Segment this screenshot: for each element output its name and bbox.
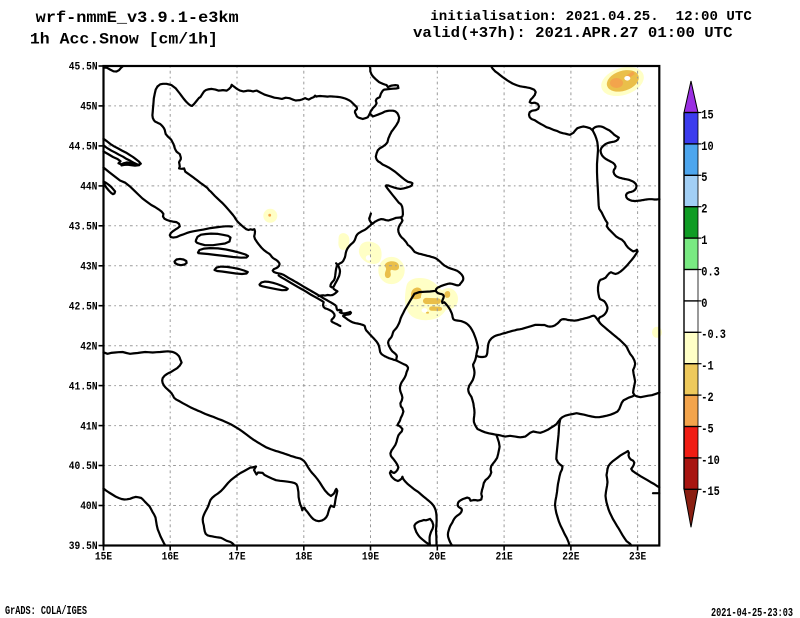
svg-text:1h Acc.Snow [cm/1h]: 1h Acc.Snow [cm/1h] — [30, 30, 218, 48]
svg-text:GrADS: COLA/IGES: GrADS: COLA/IGES — [5, 605, 87, 618]
svg-text:5: 5 — [701, 171, 707, 185]
svg-text:45N: 45N — [80, 102, 97, 114]
svg-text:10: 10 — [701, 140, 713, 154]
svg-text:17E: 17E — [228, 552, 246, 564]
svg-text:43N: 43N — [80, 262, 97, 274]
svg-text:2021-04-25-23:03: 2021-04-25-23:03 — [711, 607, 793, 618]
svg-text:initialisation: 2021.04.25. 1: initialisation: 2021.04.25. 12:00 UTC — [430, 9, 752, 25]
svg-text:-10: -10 — [701, 454, 720, 468]
svg-text:15E: 15E — [95, 552, 113, 564]
svg-text:19E: 19E — [362, 552, 380, 564]
svg-text:21E: 21E — [496, 552, 514, 564]
svg-text:44.5N: 44.5N — [69, 142, 98, 154]
svg-text:16E: 16E — [162, 552, 180, 564]
svg-text:39.5N: 39.5N — [69, 541, 98, 553]
svg-text:-1: -1 — [701, 360, 713, 374]
svg-text:1: 1 — [701, 234, 707, 248]
svg-text:45.5N: 45.5N — [69, 62, 98, 74]
svg-text:18E: 18E — [295, 552, 313, 564]
svg-text:41N: 41N — [80, 421, 97, 433]
svg-text:0: 0 — [701, 297, 707, 311]
svg-text:42.5N: 42.5N — [69, 301, 98, 313]
svg-text:40N: 40N — [80, 501, 97, 513]
svg-text:22E: 22E — [562, 552, 580, 564]
svg-text:-0.3: -0.3 — [701, 328, 726, 342]
svg-text:23E: 23E — [629, 552, 647, 564]
svg-text:0.3: 0.3 — [701, 265, 720, 279]
svg-text:wrf-nmmE_v3.9.1-e3km: wrf-nmmE_v3.9.1-e3km — [36, 9, 239, 27]
svg-text:-15: -15 — [701, 485, 720, 499]
svg-text:2: 2 — [701, 203, 707, 217]
svg-text:-5: -5 — [701, 422, 713, 436]
svg-text:20E: 20E — [429, 552, 447, 564]
svg-text:43.5N: 43.5N — [69, 222, 98, 234]
svg-text:44N: 44N — [80, 182, 97, 194]
svg-text:15: 15 — [701, 108, 713, 122]
svg-text:40.5N: 40.5N — [69, 461, 98, 473]
svg-text:valid(+37h): 2021.APR.27 01:00: valid(+37h): 2021.APR.27 01:00 UTC — [413, 25, 733, 42]
svg-text:41.5N: 41.5N — [69, 381, 98, 393]
svg-text:-2: -2 — [701, 391, 713, 405]
svg-text:42N: 42N — [80, 341, 97, 353]
